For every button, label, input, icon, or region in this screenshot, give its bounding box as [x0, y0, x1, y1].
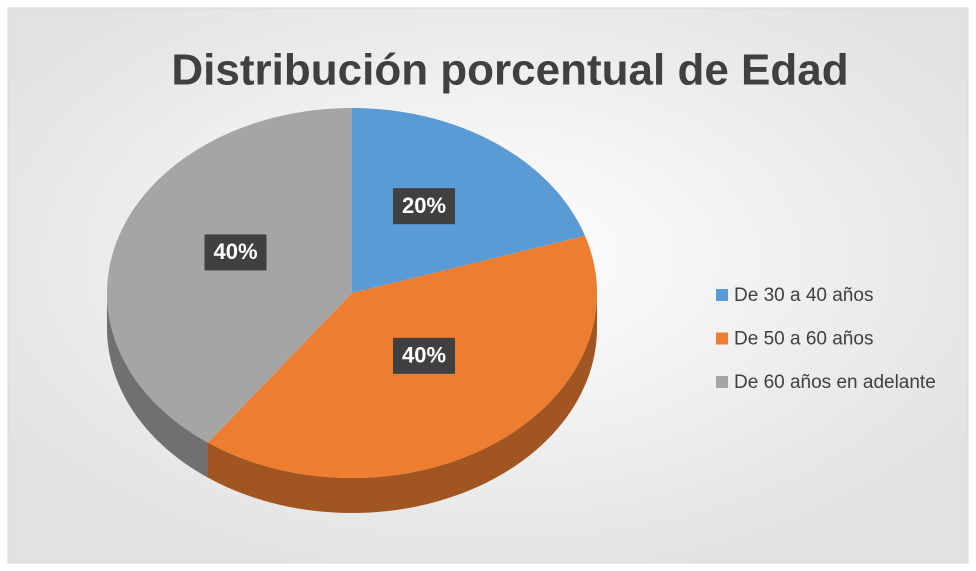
legend-swatch [716, 376, 728, 388]
legend-swatch [716, 289, 728, 301]
legend-swatch [716, 332, 728, 345]
chart-title: Distribución porcentual de Edad [171, 46, 848, 95]
data-label: 20% [402, 193, 446, 218]
slice-side [207, 293, 597, 513]
data-label-box [393, 188, 456, 225]
slice-side [107, 293, 208, 478]
data-label-box [393, 337, 456, 374]
legend-label: De 60 años en adelante [734, 372, 936, 393]
slice [352, 108, 586, 293]
data-label: 40% [213, 239, 257, 264]
slice [107, 108, 352, 443]
legend-label: De 30 a 40 años [734, 285, 873, 306]
data-label-box [204, 234, 267, 271]
data-label: 40% [402, 343, 446, 368]
legend-label: De 50 a 60 años [734, 329, 873, 350]
